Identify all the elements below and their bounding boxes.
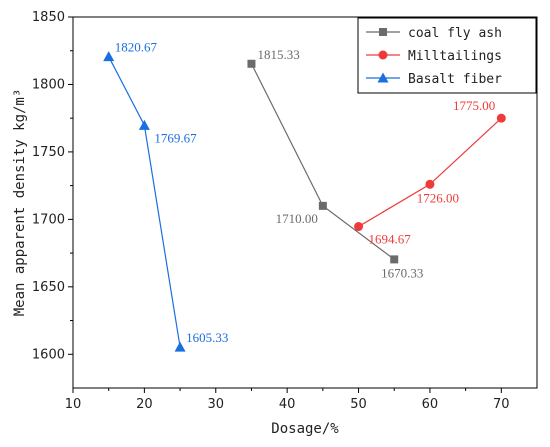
data-point-coal-fly-ash (318, 201, 327, 210)
x-tick-label: 20 (136, 397, 153, 412)
legend-marker-milltailings (378, 50, 388, 60)
data-point-basalt-fiber (174, 341, 186, 352)
data-point-basalt-fiber (138, 119, 150, 130)
series-line-milltailings (358, 117, 502, 228)
y-tick-label: 1750 (32, 145, 65, 160)
y-axis-label: Mean apparent density kg/m³ (12, 89, 28, 317)
series-basalt-fiber: 1820.67 1769.67 1605.33 (103, 40, 228, 352)
x-tick-label: 10 (65, 397, 82, 412)
data-label-milltailings: 1726.00 (417, 190, 459, 205)
data-point-milltailings (354, 222, 364, 232)
data-label-basalt-fiber: 1769.67 (154, 130, 197, 145)
series-milltailings: 1694.67 1726.00 1775.00 (354, 98, 506, 247)
data-point-milltailings (425, 179, 435, 189)
x-axis-label: Dosage/% (271, 421, 339, 437)
data-point-basalt-fiber (103, 51, 115, 62)
legend-label-coal-fly-ash: coal fly ash (408, 26, 502, 41)
y-tick-label: 1850 (32, 10, 65, 25)
data-label-milltailings: 1694.67 (369, 232, 412, 247)
x-tick-label: 60 (422, 397, 439, 412)
y-tick-label: 1700 (32, 212, 65, 227)
data-label-basalt-fiber: 1820.67 (115, 40, 158, 55)
series-line-basalt-fiber (108, 56, 181, 348)
legend-label-basalt-fiber: Basalt fiber (408, 72, 502, 87)
data-label-coal-fly-ash: 1815.33 (257, 47, 299, 62)
legend-label-milltailings: Milltailings (408, 49, 502, 64)
legend-marker-coal-fly-ash (379, 28, 387, 36)
x-tick-label: 40 (279, 397, 296, 412)
data-label-milltailings: 1775.00 (453, 98, 495, 113)
legend-marker-basalt-fiber (377, 72, 389, 83)
y-tick-label: 1650 (32, 280, 65, 295)
x-tick-label: 50 (350, 397, 367, 412)
data-label-basalt-fiber: 1605.33 (186, 330, 228, 345)
data-label-coal-fly-ash: 1710.00 (276, 211, 318, 226)
data-point-milltailings (496, 113, 506, 123)
data-point-coal-fly-ash (390, 255, 399, 264)
series-coal-fly-ash: 1815.33 1710.00 1670.33 (247, 47, 423, 280)
y-tick-label: 1800 (32, 77, 65, 92)
data-label-coal-fly-ash: 1670.33 (381, 265, 423, 280)
x-tick-label: 70 (493, 397, 510, 412)
data-point-coal-fly-ash (247, 59, 256, 68)
plot-area-frame (72, 16, 538, 389)
y-tick-label: 1600 (32, 347, 65, 362)
x-tick-label: 30 (207, 397, 224, 412)
